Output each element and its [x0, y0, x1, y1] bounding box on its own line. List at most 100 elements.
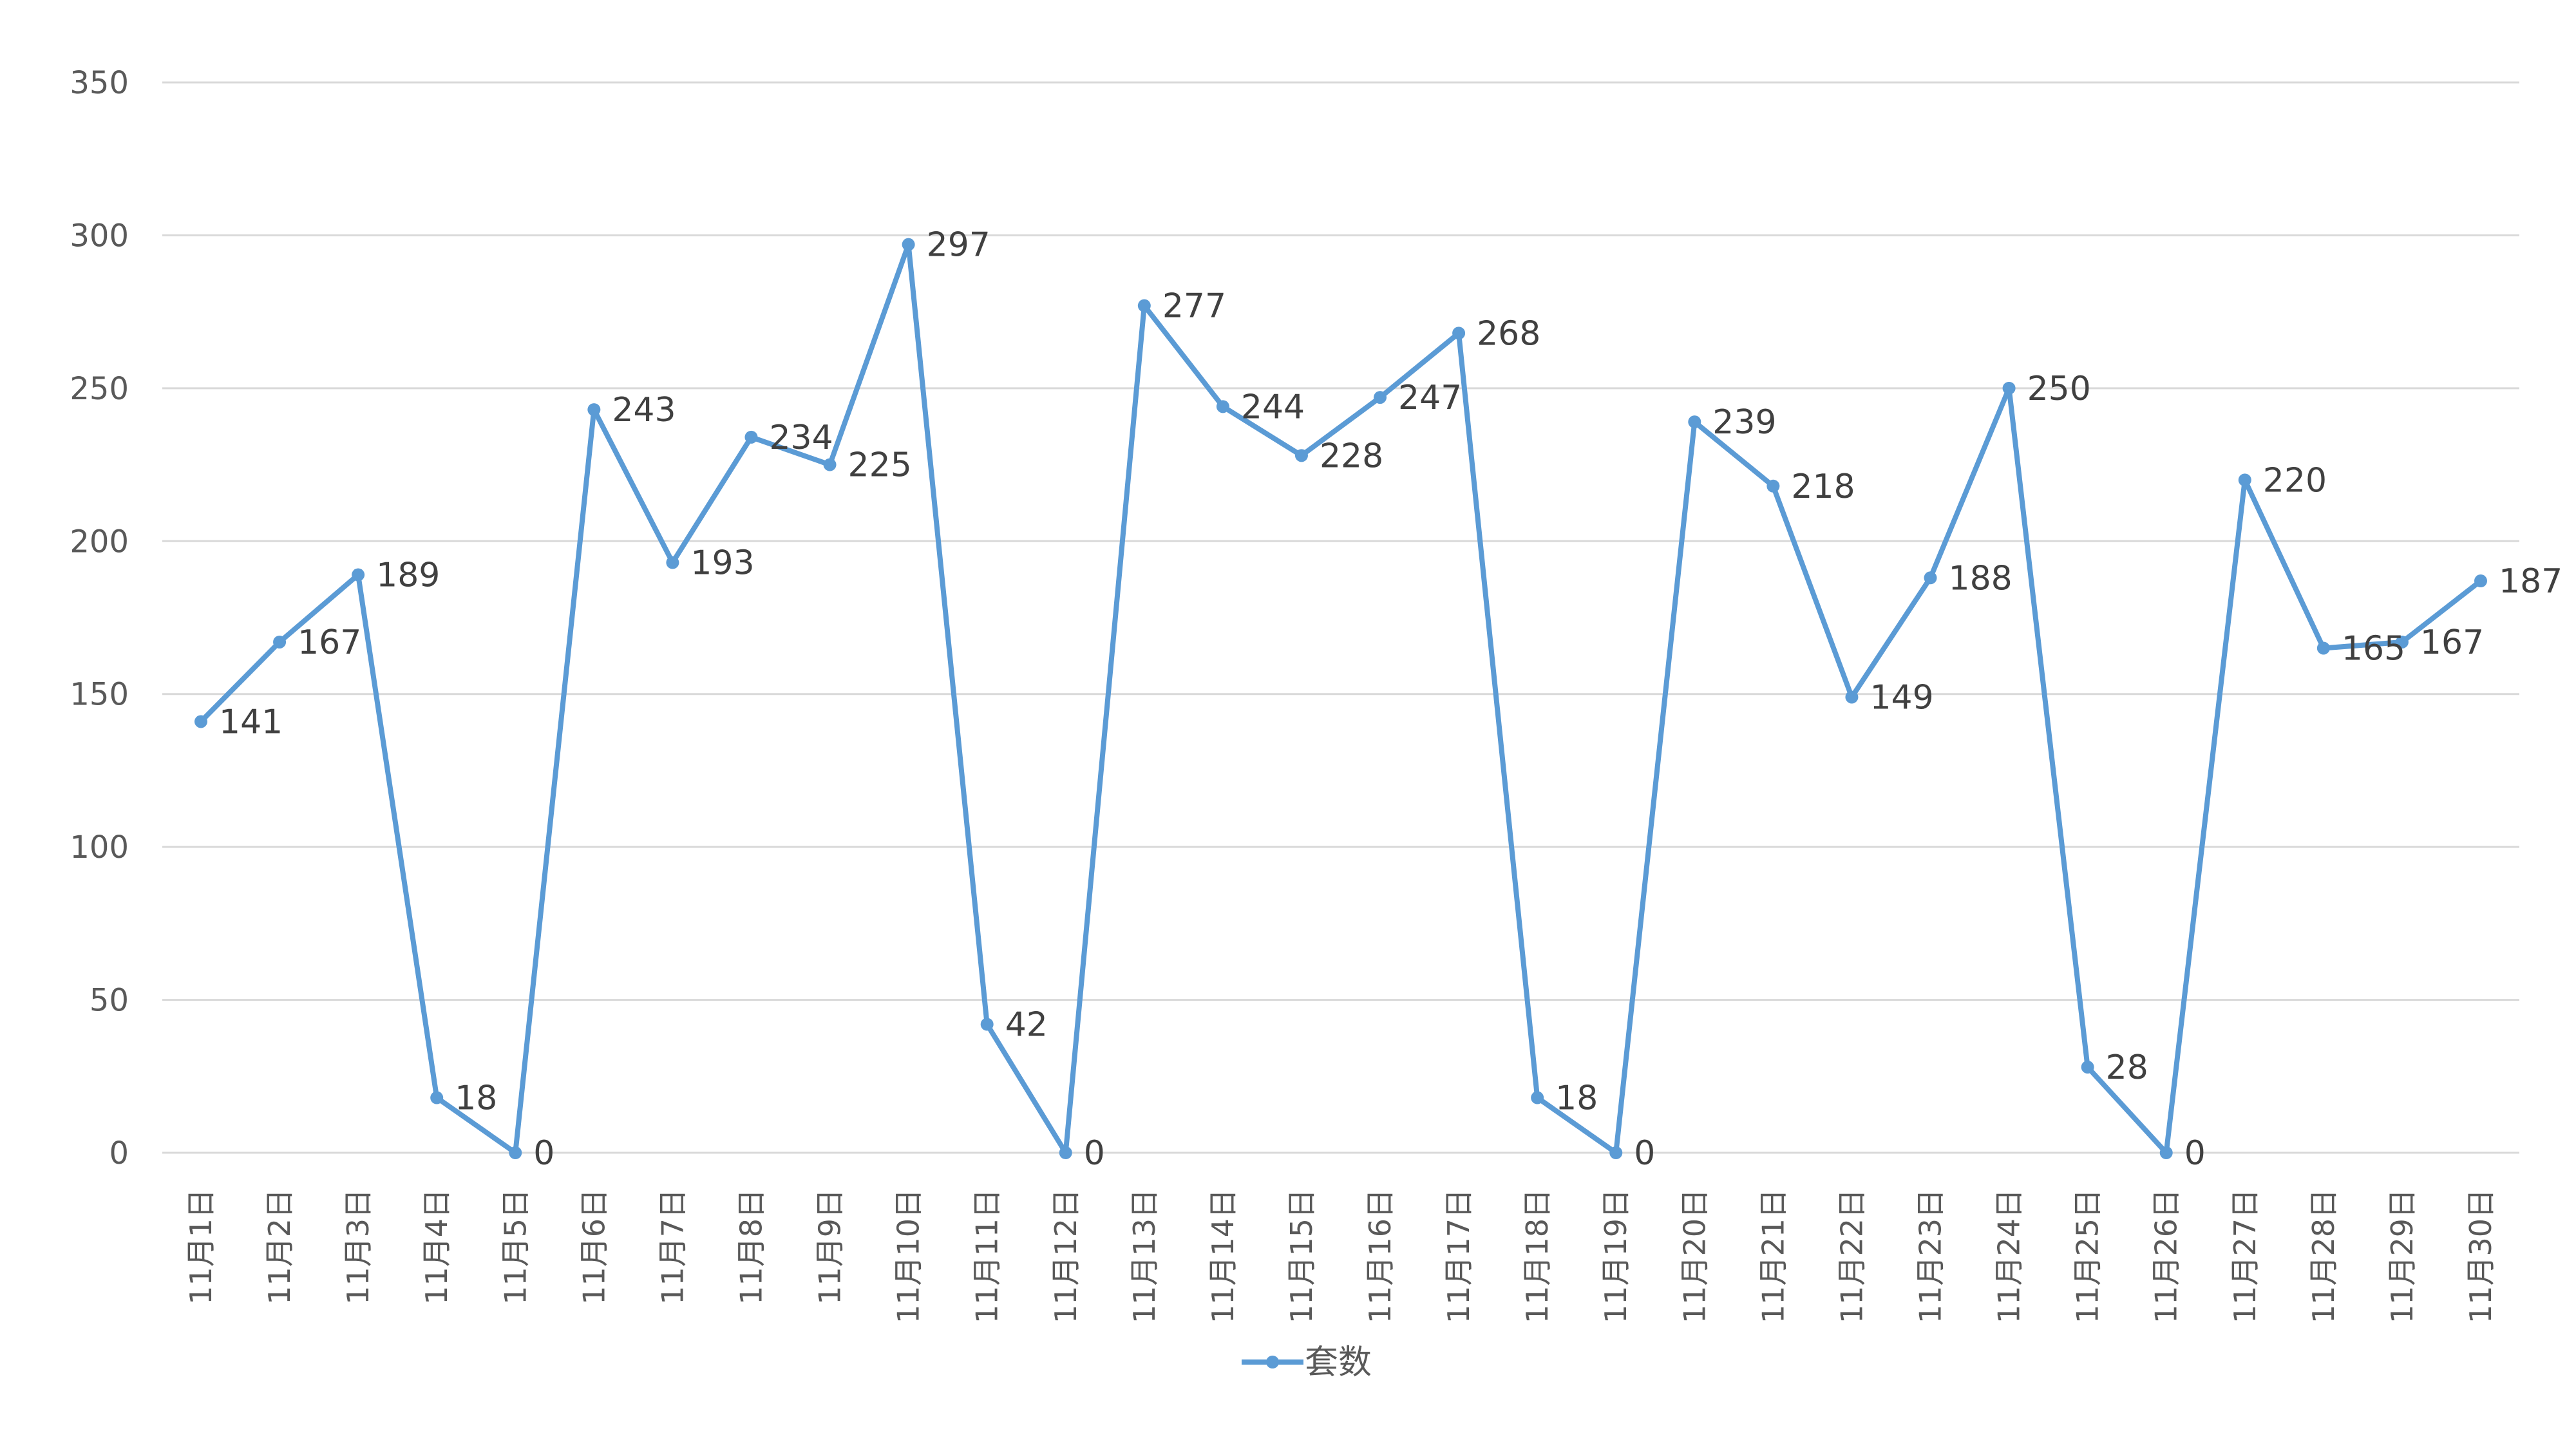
data-label: 193	[690, 544, 754, 583]
data-point	[2238, 473, 2251, 487]
x-tick-label: 11月24日	[1992, 1189, 2027, 1323]
data-label: 250	[2027, 370, 2091, 408]
data-labels: 141 167 189 18 0 243 193 234 225 297 42 0 277 244 228 2…	[219, 226, 2562, 1173]
data-label: 149	[1870, 678, 1933, 717]
data-label: 297	[927, 226, 990, 265]
data-point	[1374, 391, 1387, 404]
x-tick-label: 11月18日	[1520, 1189, 1555, 1323]
data-point	[2395, 635, 2409, 649]
x-tick-label: 11月25日	[2070, 1189, 2105, 1323]
data-label: 268	[1477, 314, 1540, 353]
data-point	[1216, 400, 1229, 413]
x-tick-label: 11月23日	[1913, 1189, 1948, 1323]
data-label: 220	[2263, 461, 2327, 500]
data-point	[2474, 574, 2487, 588]
x-tick-label: 11月11日	[970, 1189, 1005, 1323]
x-tick-label: 11月15日	[1284, 1189, 1319, 1323]
x-tick-label: 11月13日	[1127, 1189, 1162, 1323]
data-point	[2159, 1146, 2173, 1159]
x-tick-label: 11月16日	[1363, 1189, 1397, 1323]
data-label: 218	[1791, 468, 1855, 506]
x-tick-label: 11月29日	[2385, 1189, 2420, 1323]
data-point	[2081, 1061, 2094, 1074]
y-tick-label: 100	[70, 829, 129, 866]
x-tick-label: 11月26日	[2149, 1189, 2184, 1323]
x-tick-label: 11月12日	[1048, 1189, 1083, 1323]
x-tick-label: 11月17日	[1441, 1189, 1476, 1323]
x-tick-label: 11月30日	[2463, 1189, 2498, 1323]
x-axis-tick-labels: 11月1日 11月2日 11月3日 11月4日 11月5日 11月6日 11月7日 11月8日…	[184, 1189, 2498, 1323]
data-label: 18	[1555, 1079, 1598, 1118]
data-label: 189	[376, 556, 440, 595]
data-point	[666, 556, 679, 569]
data-point	[273, 635, 287, 649]
x-tick-label: 11月19日	[1598, 1189, 1633, 1323]
x-tick-label: 11月3日	[341, 1189, 375, 1305]
legend-marker-swatch	[1266, 1356, 1279, 1368]
data-label: 247	[1398, 379, 1462, 417]
data-point	[823, 458, 837, 471]
y-tick-label: 150	[70, 677, 129, 713]
data-label: 234	[769, 419, 833, 457]
data-label: 244	[1241, 388, 1305, 426]
data-point	[2316, 641, 2330, 655]
data-point	[744, 430, 758, 444]
y-tick-label: 200	[70, 524, 129, 560]
data-point	[587, 403, 601, 417]
data-point	[430, 1091, 444, 1104]
data-point	[1531, 1091, 1544, 1104]
y-tick-label: 350	[70, 65, 129, 101]
data-label: 239	[1712, 403, 1776, 442]
y-tick-label: 250	[70, 371, 129, 407]
data-label: 0	[1634, 1134, 1655, 1173]
data-label: 277	[1162, 287, 1226, 326]
data-label: 18	[455, 1079, 497, 1118]
data-label: 167	[298, 623, 361, 662]
data-label: 167	[2420, 623, 2484, 662]
x-tick-label: 11月8日	[734, 1189, 768, 1305]
data-label: 0	[533, 1134, 554, 1173]
data-point	[980, 1018, 994, 1031]
data-point	[1059, 1146, 1072, 1159]
data-point	[194, 715, 207, 728]
series-layer	[194, 238, 2487, 1159]
legend[interactable]: 套数	[1242, 1343, 1372, 1382]
series-line	[199, 242, 2483, 1155]
x-tick-label: 11月6日	[576, 1189, 611, 1305]
data-label: 228	[1320, 437, 1383, 475]
legend-series-label: 套数	[1305, 1343, 1372, 1382]
x-tick-label: 11月14日	[1206, 1189, 1240, 1323]
y-tick-label: 0	[109, 1135, 129, 1171]
y-tick-label: 300	[70, 218, 129, 254]
data-point	[2002, 381, 2016, 395]
data-label: 42	[1005, 1006, 1048, 1045]
data-label: 243	[612, 391, 676, 430]
x-tick-label: 11月27日	[2228, 1189, 2262, 1323]
x-tick-label: 11月10日	[891, 1189, 926, 1323]
x-tick-label: 11月7日	[655, 1189, 690, 1305]
data-point	[1924, 571, 1937, 585]
x-tick-label: 11月28日	[2306, 1189, 2341, 1323]
x-tick-label: 11月20日	[1677, 1189, 1712, 1323]
data-label: 225	[848, 446, 912, 485]
data-point	[509, 1146, 522, 1159]
data-label: 28	[2106, 1048, 2148, 1087]
x-tick-label: 11月2日	[262, 1189, 297, 1305]
x-tick-label: 11月5日	[498, 1189, 533, 1305]
data-label: 187	[2499, 562, 2562, 601]
x-tick-label: 11月9日	[813, 1189, 848, 1305]
data-label: 0	[1084, 1134, 1105, 1173]
data-point	[1452, 327, 1466, 340]
y-axis-tick-labels: 0 50 100 150 200 250 300 350	[70, 65, 129, 1171]
x-tick-label: 11月1日	[184, 1189, 218, 1305]
data-point	[1688, 415, 1701, 429]
y-tick-label: 50	[90, 983, 129, 1019]
x-tick-label: 11月4日	[419, 1189, 454, 1305]
data-label: 165	[2342, 629, 2405, 668]
x-tick-label: 11月21日	[1756, 1189, 1790, 1323]
data-point	[1137, 299, 1151, 312]
data-label: 0	[2184, 1134, 2206, 1173]
data-point	[352, 568, 365, 582]
data-point	[1294, 449, 1308, 462]
